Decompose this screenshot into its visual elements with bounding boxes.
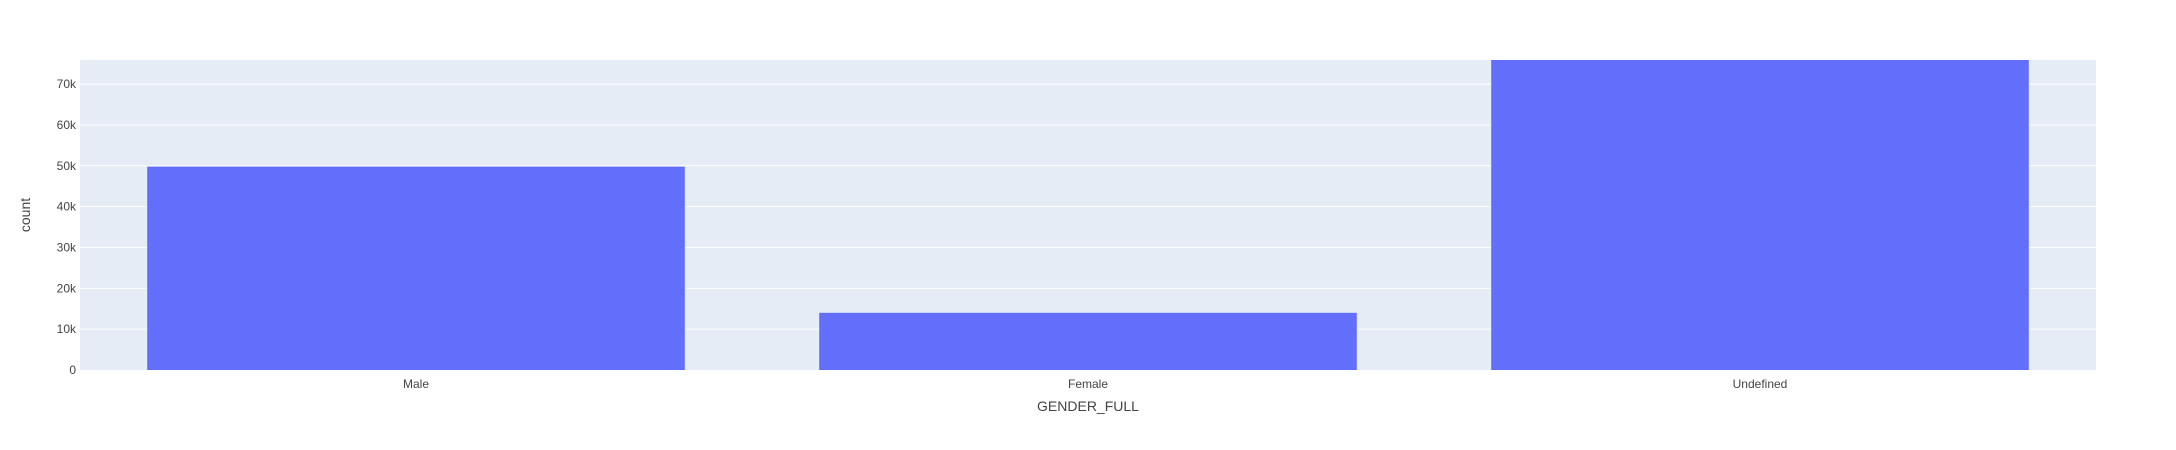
bar-male[interactable]: [147, 166, 685, 370]
x-axis-ticks: Male Female Undefined: [403, 377, 1787, 391]
bars: [147, 60, 2029, 370]
y-tick-label: 0: [69, 363, 76, 377]
y-tick-label: 10k: [57, 322, 77, 336]
y-axis-title: count: [17, 198, 33, 232]
y-tick-label: 60k: [57, 118, 77, 132]
y-tick-label: 50k: [57, 159, 77, 173]
x-axis-title: GENDER_FULL: [1037, 398, 1139, 414]
bar-female[interactable]: [819, 312, 1357, 370]
y-axis-ticks: 0 10k 20k 30k 40k 50k 60k 70k: [57, 77, 77, 377]
x-tick-label: Female: [1068, 377, 1108, 391]
y-tick-label: 70k: [57, 77, 77, 91]
y-tick-label: 30k: [57, 240, 77, 254]
x-tick-label: Undefined: [1733, 377, 1788, 391]
x-tick-label: Male: [403, 377, 429, 391]
bar-undefined[interactable]: [1491, 60, 2029, 370]
y-tick-label: 40k: [57, 200, 77, 214]
y-tick-label: 20k: [57, 281, 77, 295]
